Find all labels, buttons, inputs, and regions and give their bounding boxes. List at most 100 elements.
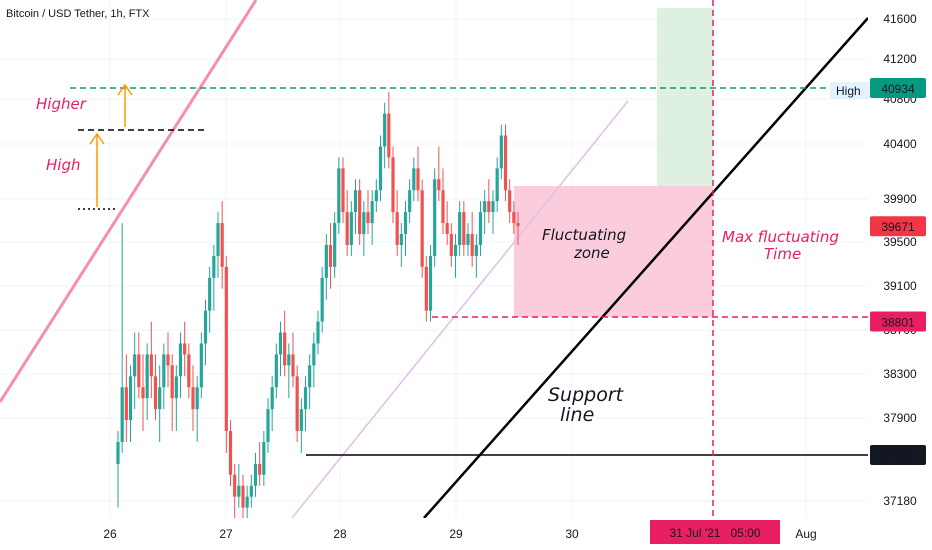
candle xyxy=(216,212,220,278)
candle xyxy=(449,223,453,267)
tag-40934: 40934 xyxy=(870,78,926,98)
candle xyxy=(416,146,420,202)
candle xyxy=(516,212,520,245)
candle xyxy=(491,190,495,235)
candle xyxy=(512,201,516,235)
high-arrow xyxy=(89,132,105,207)
candle xyxy=(337,157,341,235)
candle xyxy=(328,223,333,289)
candles xyxy=(116,91,520,518)
tag-38801: 38801 xyxy=(870,311,926,332)
candle xyxy=(487,179,491,224)
upper-channel-line xyxy=(0,0,258,403)
candle xyxy=(403,201,408,256)
candle xyxy=(162,343,166,410)
candle xyxy=(378,135,383,202)
candle xyxy=(441,168,445,235)
y-tick-label: 39500 xyxy=(883,235,917,249)
candle xyxy=(370,190,374,245)
candle xyxy=(212,244,216,311)
candle xyxy=(483,190,487,235)
candle xyxy=(462,201,466,256)
candle xyxy=(203,299,208,366)
candle xyxy=(199,332,203,399)
candle xyxy=(320,266,324,333)
x-tick-label: 26 xyxy=(103,527,117,541)
high-marker-label: High xyxy=(836,84,861,98)
chart-title: Bitcoin / USD Tether, 1h, FTX xyxy=(6,8,150,20)
support-line xyxy=(423,17,868,518)
y-tick-label: 37900 xyxy=(883,411,917,425)
candle xyxy=(424,255,428,322)
candle xyxy=(233,463,237,518)
candle xyxy=(149,321,153,399)
candle xyxy=(187,343,191,399)
candle xyxy=(241,474,245,518)
candle xyxy=(137,332,141,399)
tag-39671: 39671 xyxy=(870,216,926,237)
candle xyxy=(228,420,233,486)
inner-channel-line xyxy=(291,100,629,518)
price-tags: 40934 39671 38801 37581 xyxy=(870,78,926,465)
candle xyxy=(341,157,345,224)
y-tick-label: 40400 xyxy=(883,137,917,151)
max-time-label-1: Max fluctuating xyxy=(722,228,839,246)
candle xyxy=(299,398,303,453)
x-tick-label: 28 xyxy=(333,527,347,541)
candle xyxy=(383,102,387,169)
higher-label: Higher xyxy=(36,95,87,113)
candle xyxy=(453,234,458,278)
candle xyxy=(374,179,378,213)
candle xyxy=(312,332,316,388)
candle xyxy=(433,168,437,267)
candle xyxy=(249,474,253,508)
candle xyxy=(158,365,162,442)
candle xyxy=(345,190,349,256)
candle xyxy=(274,343,278,399)
x-tick-label: 30 xyxy=(565,527,579,541)
time-axis[interactable]: 26 27 28 29 30 Aug xyxy=(103,527,816,541)
candle xyxy=(358,179,362,245)
candle xyxy=(295,365,299,442)
y-tick-label: 37180 xyxy=(883,494,917,508)
grid xyxy=(0,0,868,518)
candle xyxy=(445,201,449,245)
candle xyxy=(349,201,353,256)
candle xyxy=(508,179,512,224)
candle xyxy=(287,343,291,399)
high-label: High xyxy=(46,156,80,174)
candle xyxy=(128,365,133,442)
candle xyxy=(262,431,266,486)
candle xyxy=(428,244,433,322)
y-tick-label: 38300 xyxy=(883,367,917,381)
candle xyxy=(141,354,145,432)
candle xyxy=(253,452,258,497)
time-tag: 31 Jul '21 05:00 xyxy=(650,520,780,544)
price-tag-label: 40934 xyxy=(881,82,915,96)
x-tick-label: 27 xyxy=(219,527,233,541)
time-tag-label: 31 Jul '21 05:00 xyxy=(669,526,760,540)
candle xyxy=(478,201,483,256)
candle xyxy=(283,310,287,377)
max-time-label-2: Time xyxy=(764,245,801,263)
fluctuating-label-1: Fluctuating xyxy=(542,226,626,244)
candle xyxy=(466,223,470,256)
candle xyxy=(178,332,183,399)
candle xyxy=(116,431,120,508)
candle xyxy=(191,365,195,432)
higher-arrow xyxy=(117,83,133,127)
candle xyxy=(458,201,462,256)
candle xyxy=(153,354,158,421)
fluctuating-zone-box xyxy=(514,186,713,317)
candle xyxy=(224,255,228,453)
candle xyxy=(470,212,474,267)
candle xyxy=(183,321,187,377)
candle xyxy=(291,332,295,388)
tag-37581: 37581 xyxy=(870,445,926,465)
candle xyxy=(316,310,320,355)
candle xyxy=(208,266,212,333)
candle xyxy=(395,190,399,256)
candle xyxy=(333,212,337,278)
support-label-1: Support xyxy=(548,384,625,406)
